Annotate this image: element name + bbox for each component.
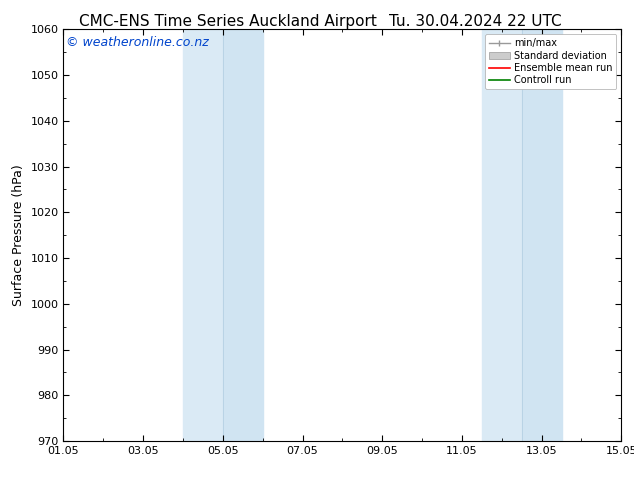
Bar [223,29,262,441]
Bar [183,29,223,441]
Y-axis label: Surface Pressure (hPa): Surface Pressure (hPa) [12,164,25,306]
Text: CMC-ENS Time Series Auckland Airport: CMC-ENS Time Series Auckland Airport [79,14,377,29]
Bar [522,29,562,441]
Bar [482,29,522,441]
Text: © weatheronline.co.nz: © weatheronline.co.nz [66,36,209,49]
Legend: min/max, Standard deviation, Ensemble mean run, Controll run: min/max, Standard deviation, Ensemble me… [485,34,616,89]
Text: Tu. 30.04.2024 22 UTC: Tu. 30.04.2024 22 UTC [389,14,562,29]
